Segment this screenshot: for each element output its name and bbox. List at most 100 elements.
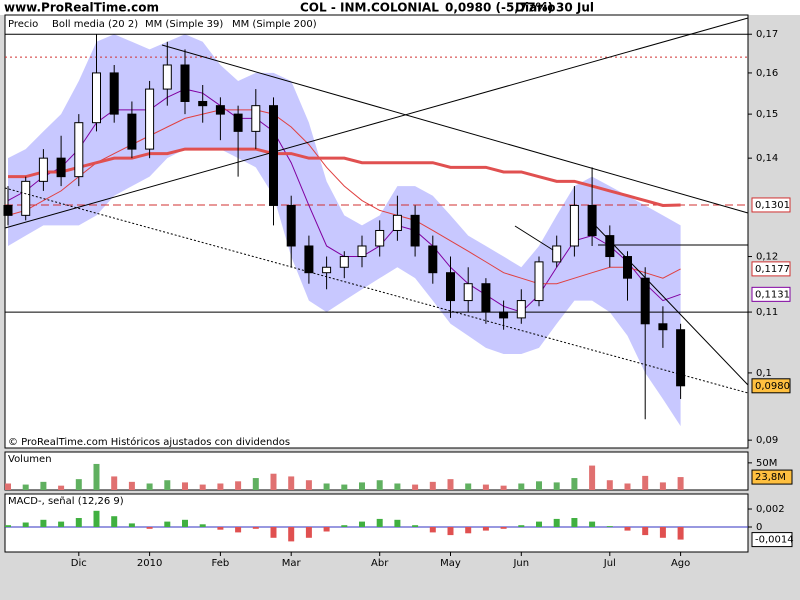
bar [5,483,11,490]
candle-body [623,256,632,279]
x-tick-label: Mar [282,558,302,569]
candle-body [109,72,119,115]
bar [182,519,188,528]
bar [323,483,330,490]
candle-body [587,204,597,237]
bar [199,524,206,528]
bar [677,477,684,490]
bar [5,525,11,528]
bar [465,483,472,490]
candle-body [552,245,562,263]
bar [270,473,277,490]
average-line [7,109,681,285]
x-tick-label: Jul [603,558,616,569]
bar [93,463,100,490]
y-tick-label: 0,09 [756,435,778,446]
trend-line [4,187,749,394]
candle-body [180,64,190,102]
bar [429,481,436,490]
y-tick-label: 0,002 [756,504,785,515]
bar [270,527,277,538]
bar [128,481,135,490]
bar [146,483,153,490]
bar [341,525,348,528]
bar [412,484,419,490]
bar [182,482,188,490]
price-label: 0,1177 [755,264,790,275]
candle-body [392,214,402,231]
candle-body [162,64,172,90]
bar [553,482,560,490]
bar [589,465,596,490]
trend-line [589,219,749,386]
bar [589,521,596,528]
candle-body [251,105,261,132]
bar [252,478,259,490]
volume-panel [4,451,749,491]
candle-body [304,245,314,274]
y-tick-label: 0 [756,522,762,533]
candle-body [127,113,137,150]
footer: © ProRealTime.com Históricos ajustados c… [8,436,290,448]
candle-body [357,245,367,258]
y-tick-label: 0,16 [756,68,778,79]
price-label-box [751,197,791,213]
candle-body [286,204,296,247]
period: Diario [515,1,555,15]
bar [642,475,649,490]
bar [624,483,631,490]
bar [571,518,578,528]
bollinger-band [8,34,681,427]
bar [75,518,82,528]
bar [518,483,525,490]
bar [659,482,666,490]
bar [376,480,383,490]
candle-body [569,204,579,247]
candle-body [339,256,349,268]
bar [482,527,489,531]
x-tick-label: Dic [71,558,87,569]
bar [677,527,684,540]
bar [394,483,401,490]
candle-body [428,245,438,274]
y-tick-label: 0,17 [756,29,778,40]
bar [22,522,29,528]
bar [536,521,542,528]
instrument: COL - INM.COLONIAL [300,1,439,15]
bar [429,527,436,533]
bar [500,485,507,490]
bar [447,527,454,536]
bar [447,479,454,490]
panel-title: Volumen [8,454,52,465]
arrow [514,225,554,251]
macd-panel [4,493,749,553]
x-tick-label: May [440,558,461,569]
candle-body [74,122,84,178]
candle-body [605,235,615,258]
value-label-box [751,469,793,485]
candle-body [3,204,13,216]
candle-body [446,272,455,302]
y-tick-label: 50M [756,458,777,469]
candle-body [676,329,686,387]
bar [606,526,613,528]
bar [553,518,560,528]
bar [40,481,47,490]
price-label: 0,1301 [755,200,790,211]
bar [75,479,82,490]
y-tick-label: 0,11 [756,307,778,318]
date: 30 Jul [556,1,594,15]
trend-line [161,44,749,214]
x-tick-label: Jun [512,558,529,569]
bar [217,483,224,490]
bar [235,481,242,490]
candle-body [375,229,385,247]
bar [500,527,507,529]
bar [341,484,348,490]
candle-body [499,311,509,319]
bar [164,480,171,490]
bar [305,480,312,490]
bar [235,527,242,533]
legend-entry: MM (Simple 39) [145,19,223,30]
